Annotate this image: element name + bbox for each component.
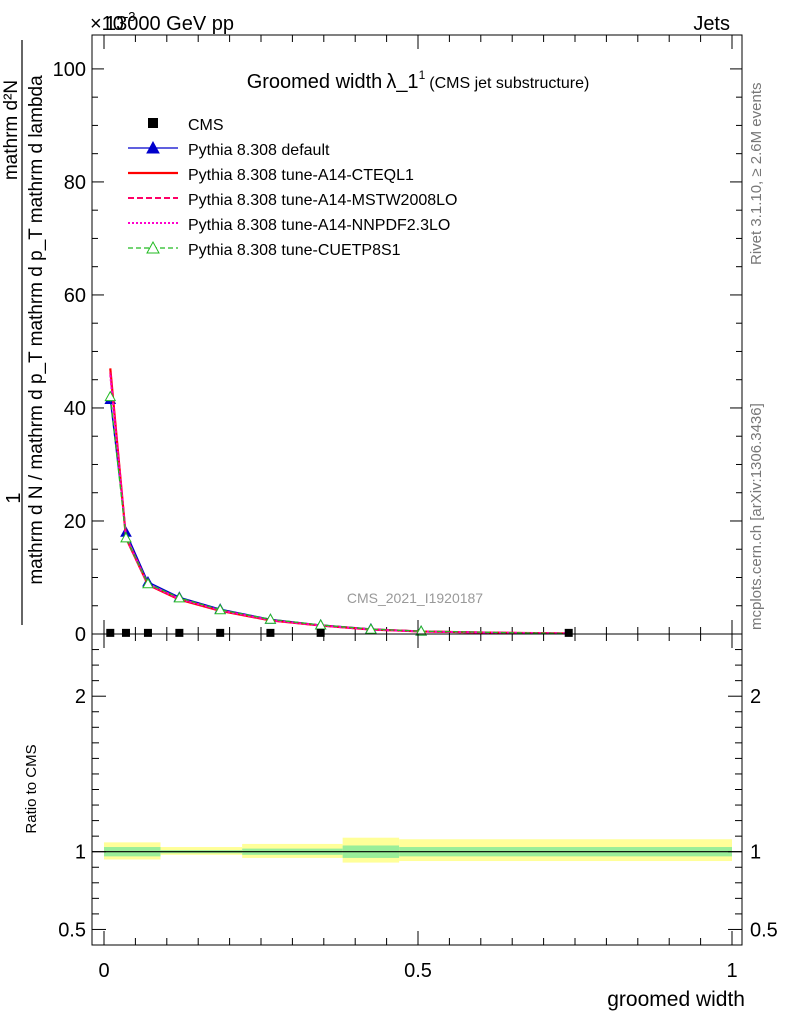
legend-label-cteql1: Pythia 8.308 tune-A14-CTEQL1	[188, 167, 414, 184]
ratio-y-tick-label-right: 0.5	[750, 919, 778, 941]
main-axes: 0 20 40 60 80 100	[53, 35, 742, 646]
legend-entry-mstw: Pythia 8.308 tune-A14-MSTW2008LO	[128, 192, 457, 209]
legend-label-default: Pythia 8.308 default	[188, 142, 330, 159]
ratio-y-tick-label: 0.5	[58, 919, 86, 941]
legend-entry-default: Pythia 8.308 default	[128, 140, 330, 159]
marker-cuetp8s1	[365, 623, 377, 634]
cms-data-point	[106, 628, 115, 637]
x-tick-label: 1	[726, 960, 737, 982]
cms-data-point	[216, 628, 225, 637]
cms-data-point	[121, 628, 130, 637]
marker-cuetp8s1	[142, 577, 154, 589]
cms-data-point	[316, 628, 325, 637]
marker-cuetp8s1	[104, 390, 117, 402]
ylabel-top: 1	[3, 492, 25, 503]
y-tick-label: 40	[64, 398, 86, 420]
main-ylabel: 1 mathrm d N / mathrm d p_T mathrm d p_T…	[1, 40, 47, 625]
main-series	[104, 368, 573, 637]
legend-label-nnpdf: Pythia 8.308 tune-A14-NNPDF2.3LO	[188, 217, 450, 234]
legend-label-mstw: Pythia 8.308 tune-A14-MSTW2008LO	[188, 192, 457, 209]
legend-marker-cuetp8s1	[146, 240, 160, 254]
ratio-ylabel: Ratio to CMS	[23, 744, 40, 833]
marker-cuetp8s1	[120, 531, 132, 543]
marker-cuetp8s1	[415, 625, 427, 636]
xlabel: groomed width	[607, 988, 745, 1011]
legend-marker-cms	[148, 118, 158, 128]
y-tick-label: 0	[75, 624, 86, 646]
legend: CMS Pythia 8.308 default Pythia 8.308 tune…	[128, 117, 457, 259]
legend-entry-nnpdf: Pythia 8.308 tune-A14-NNPDF2.3LO	[128, 217, 450, 234]
ratio-y-tick-label: 2	[75, 686, 86, 708]
header-left: 13000 GeV pp	[105, 13, 234, 35]
legend-entry-cms: CMS	[148, 117, 224, 134]
cms-data-point	[143, 628, 152, 637]
x-tick-label: 0	[98, 960, 109, 982]
marker-cuetp8s1	[214, 603, 227, 615]
y-tick-label: 80	[64, 172, 86, 194]
series-line-cuetp8s1	[109, 396, 569, 635]
legend-entry-cuetp8s1: Pythia 8.308 tune-CUETP8S1	[128, 240, 401, 259]
legend-label-cms: CMS	[188, 117, 224, 134]
x-tick-label: 0.5	[404, 960, 432, 982]
rivet-label: Rivet 3.1.10, ≥ 2.6M events	[748, 83, 765, 266]
cms-data-point	[175, 628, 184, 637]
legend-label-cuetp8s1: Pythia 8.308 tune-CUETP8S1	[188, 242, 401, 259]
y-tick-label: 20	[64, 511, 86, 533]
ratio-panel-frame	[91, 633, 743, 946]
y-tick-label: 60	[64, 285, 86, 307]
legend-marker-default	[146, 140, 160, 154]
ylabel-numerator: mathrm d²N	[1, 80, 22, 180]
mcplots-label: mcplots.cern.ch [arXiv:1306.3436]	[748, 403, 765, 630]
header-right: Jets	[693, 13, 730, 35]
exponent-label: ×10-3	[90, 9, 136, 35]
ratio-y-tick-label-right: 2	[750, 686, 761, 708]
ratio-y-tick-label: 1	[75, 842, 86, 864]
marker-cuetp8s1	[264, 613, 277, 624]
cms-data-point	[564, 628, 573, 637]
marker-cuetp8s1	[173, 591, 186, 603]
ratio-y-tick-label-right: 1	[750, 842, 761, 864]
ratio-bands	[92, 837, 742, 863]
analysis-watermark: CMS_2021_I1920187	[347, 590, 483, 606]
y-tick-label: 100	[53, 59, 86, 81]
legend-entry-cteql1: Pythia 8.308 tune-A14-CTEQL1	[128, 167, 414, 184]
cms-data-point	[266, 628, 275, 637]
ratio-axes: 0.5 0.5 1 1 2 2 0 0.5 1	[58, 634, 778, 982]
main-title: Groomed width λ_11 (CMS jet substructure)	[247, 68, 590, 93]
ylabel-main: mathrm d N / mathrm d p_T mathrm d p_T m…	[26, 75, 47, 585]
